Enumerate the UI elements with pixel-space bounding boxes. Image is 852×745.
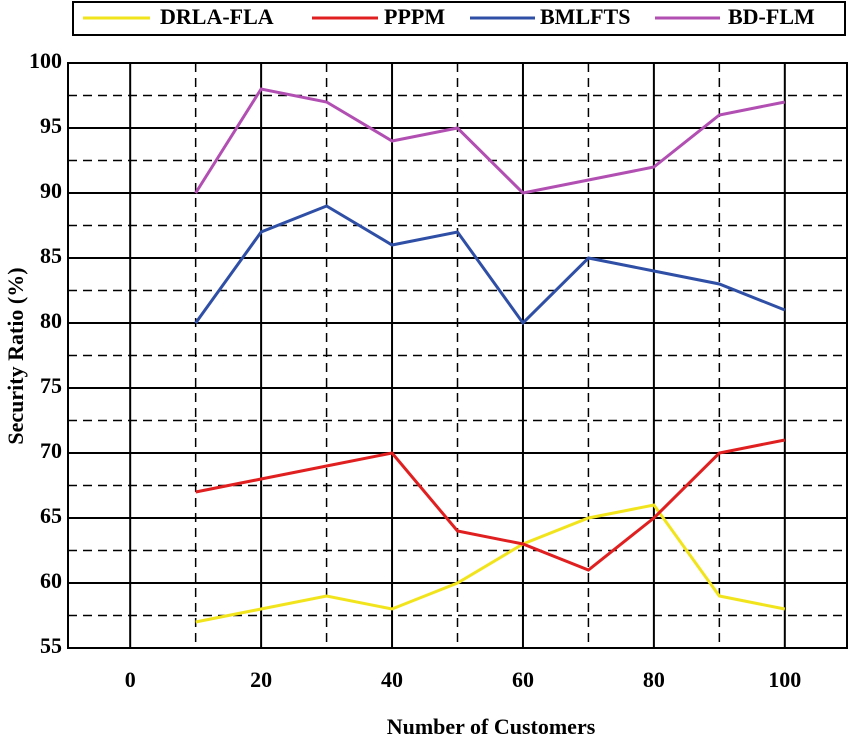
x-tick-label: 80 [643,667,665,692]
y-tick-label: 80 [40,308,62,333]
y-tick-label: 90 [40,178,62,203]
plot-frame [67,62,848,649]
x-tick-label: 20 [250,667,272,692]
x-tick-label: 100 [768,667,801,692]
y-tick-label: 75 [40,373,62,398]
legend-label: PPPM [384,4,445,29]
x-tick-label: 40 [381,667,403,692]
y-axis-label: Security Ratio (%) [3,267,28,444]
y-tick-label: 70 [40,438,62,463]
y-tick-label: 65 [40,503,62,528]
data-line [194,87,786,195]
legend-label: DRLA-FLA [160,4,274,29]
legend-label: BMLFTS [540,4,630,29]
data-line [195,503,786,624]
data-line [195,438,786,572]
y-tick-label: 95 [40,113,62,138]
x-tick-label: 0 [125,667,136,692]
legend-label: BD-FLM [728,4,815,29]
y-tick-label: 85 [40,243,62,268]
x-tick-label: 60 [512,667,534,692]
x-axis-label: Number of Customers [387,714,596,739]
y-tick-label: 55 [40,633,62,658]
y-tick-label: 60 [40,568,62,593]
data-line [194,204,786,326]
y-tick-label: 100 [29,48,62,73]
